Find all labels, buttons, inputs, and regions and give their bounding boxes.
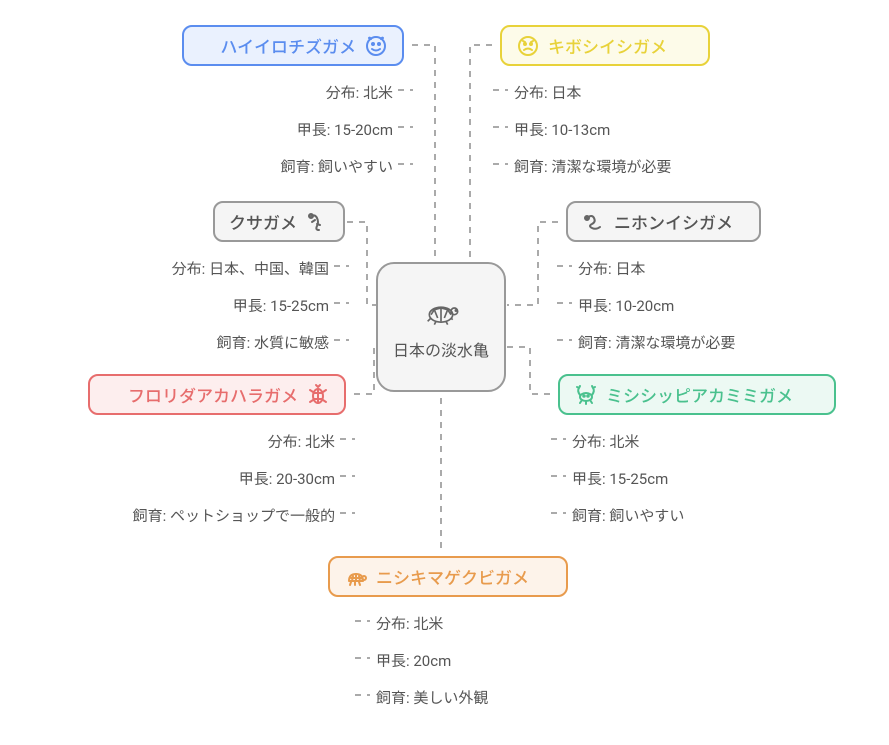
species-node-kusagame: クサガメ: [213, 201, 345, 242]
center-node: 日本の淡水亀: [376, 262, 506, 392]
species-label: ニホンイシガメ: [614, 209, 733, 234]
species-node-nihon: ニホンイシガメ: [566, 201, 761, 242]
species-attr: 分布: 北米: [572, 431, 639, 452]
species-attr: 分布: 日本: [514, 82, 581, 103]
species-node-haiiro: ハイイロチズガメ: [182, 25, 404, 66]
tortoise-icon: [344, 565, 368, 589]
species-attr: 甲長: 20-30cm: [239, 468, 335, 489]
species-attr: 甲長: 15-25cm: [233, 295, 329, 316]
species-attr: 甲長: 15-25cm: [572, 468, 668, 489]
species-label: フロリダアカハラガメ: [128, 382, 298, 407]
crab-icon: [574, 383, 598, 407]
species-label: クサガメ: [229, 209, 297, 234]
species-attr: 甲長: 10-20cm: [578, 295, 674, 316]
species-attr: 飼育: 清潔な環境が必要: [514, 156, 671, 177]
species-attr: 甲長: 10-13cm: [514, 119, 610, 140]
species-label: ミシシッピアカミミガメ: [606, 382, 793, 407]
species-attr: 飼育: ペットショップで一般的: [133, 505, 335, 526]
species-attr: 分布: 北米: [268, 431, 335, 452]
species-attr: 分布: 日本、中国、韓国: [172, 258, 329, 279]
mindmap-canvas: 日本の淡水亀 ハイイロチズガメ分布: 北米甲長: 15-20cm飼育: 飼いやす…: [0, 0, 889, 745]
lizard-icon: [305, 210, 329, 234]
species-label: ハイイロチズガメ: [220, 33, 356, 58]
species-attr: 分布: 日本: [578, 258, 645, 279]
species-node-nishiki: ニシキマゲクビガメ: [328, 556, 568, 597]
species-attr: 飼育: 飼いやすい: [281, 156, 393, 177]
species-attr: 飼育: 水質に敏感: [217, 332, 329, 353]
species-attr: 飼育: 清潔な環境が必要: [578, 332, 735, 353]
turtle-icon: [421, 293, 461, 333]
species-label: ニシキマゲクビガメ: [376, 564, 529, 589]
species-attr: 甲長: 15-20cm: [297, 119, 393, 140]
sadface-icon: [516, 34, 540, 58]
snake-icon: [582, 210, 606, 234]
species-attr: 分布: 北米: [376, 613, 443, 634]
species-node-kiboshi: キボシイシガメ: [500, 25, 710, 66]
species-node-florida: フロリダアカハラガメ: [88, 374, 346, 415]
species-label: キボシイシガメ: [548, 33, 667, 58]
face-icon: [364, 34, 388, 58]
species-node-mississippi: ミシシッピアカミミガメ: [558, 374, 836, 415]
species-attr: 分布: 北米: [326, 82, 393, 103]
species-attr: 飼育: 飼いやすい: [572, 505, 684, 526]
species-attr: 飼育: 美しい外観: [376, 687, 488, 708]
species-attr: 甲長: 20cm: [376, 650, 451, 671]
center-label: 日本の淡水亀: [393, 341, 489, 362]
bug-icon: [306, 383, 330, 407]
